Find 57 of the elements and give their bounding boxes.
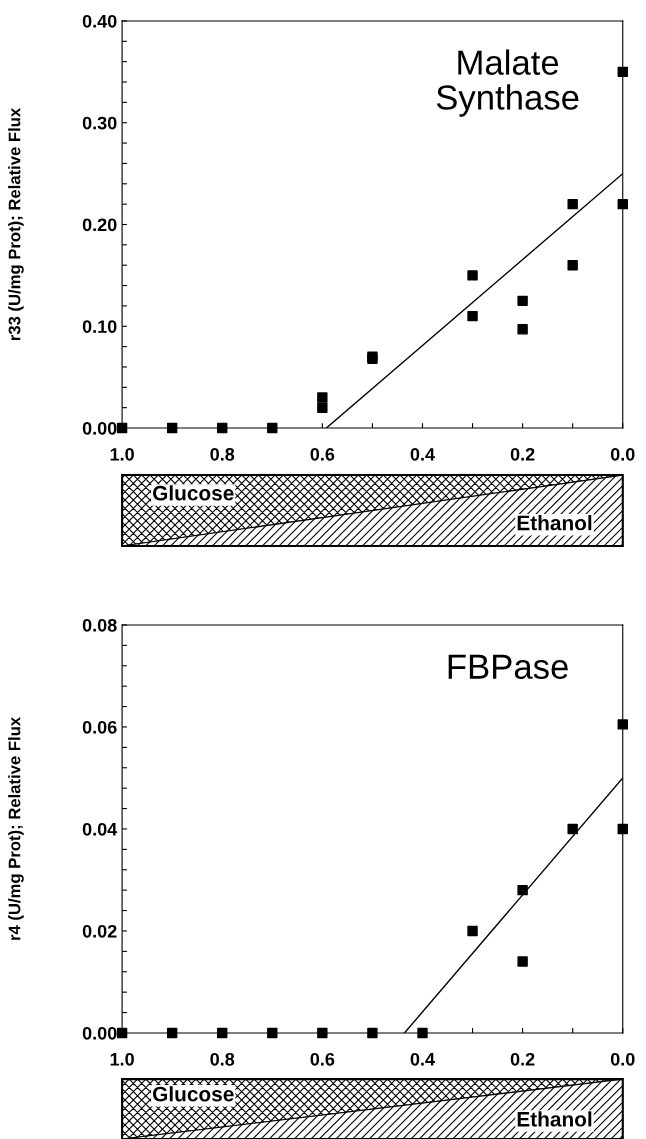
y-tick-label: 0.00 [82, 421, 117, 435]
x-tick-label: 0.2 [510, 447, 535, 461]
x-tick-label: 0.0 [610, 1052, 635, 1066]
y-axis-title: r4 (U/mg Prot); Relative Flux [8, 717, 24, 940]
point [617, 823, 628, 835]
text: FBPase [448, 654, 568, 680]
y-tick-label: 0.10 [82, 320, 117, 333]
y-tick-label: 0.30 [82, 116, 117, 130]
point [517, 884, 528, 896]
point [517, 956, 528, 967]
y-tick-label: 0.08 [82, 618, 117, 632]
text: Glucose [152, 485, 234, 501]
x-tick-label: 0.0 [610, 447, 635, 461]
point [467, 925, 478, 937]
y-tick-label: 0.06 [82, 720, 117, 734]
point [217, 422, 228, 434]
y-tick-label: 0.40 [82, 14, 117, 28]
point [116, 422, 128, 434]
x-tick-label: 1.0 [110, 447, 134, 461]
x-tick-label: 0.6 [310, 1052, 335, 1066]
point [317, 402, 328, 413]
point [317, 1027, 328, 1039]
point [267, 1027, 278, 1039]
x-tick-label: 0.6 [310, 447, 335, 461]
text: Ethanol [517, 1111, 592, 1127]
point [116, 1027, 128, 1039]
point [467, 270, 478, 281]
point [417, 1027, 428, 1039]
y-tick-label: 0.20 [82, 218, 117, 232]
y-tick-label: 0.00 [82, 1026, 117, 1040]
text: Ethanol [517, 515, 592, 531]
point [467, 310, 478, 322]
y-tick-label: 0.02 [82, 924, 117, 938]
y-tick-label: 0.04 [82, 822, 118, 836]
x-tick-label: 0.8 [210, 1052, 235, 1066]
point [567, 823, 578, 835]
x-tick-label: 0.4 [410, 1052, 435, 1066]
point [317, 392, 328, 403]
point [567, 260, 578, 271]
point [617, 66, 628, 78]
point [517, 295, 528, 307]
x-tick-label: 1.0 [110, 1052, 134, 1066]
point [166, 1027, 178, 1039]
text: Glucose [152, 1086, 234, 1102]
point [617, 719, 628, 730]
x-tick-label: 0.4 [410, 447, 435, 461]
text: Malate Synthase [436, 49, 579, 117]
y-axis-title: r33 (U/mg Prot); Relative Flux [8, 107, 24, 341]
point [567, 198, 578, 210]
x-tick-label: 0.2 [510, 1052, 535, 1066]
point [217, 1027, 228, 1039]
x-tick-label: 0.8 [210, 447, 235, 461]
point [517, 324, 528, 335]
point [617, 198, 628, 210]
point [166, 422, 178, 434]
point [367, 1027, 378, 1039]
point [267, 422, 278, 434]
